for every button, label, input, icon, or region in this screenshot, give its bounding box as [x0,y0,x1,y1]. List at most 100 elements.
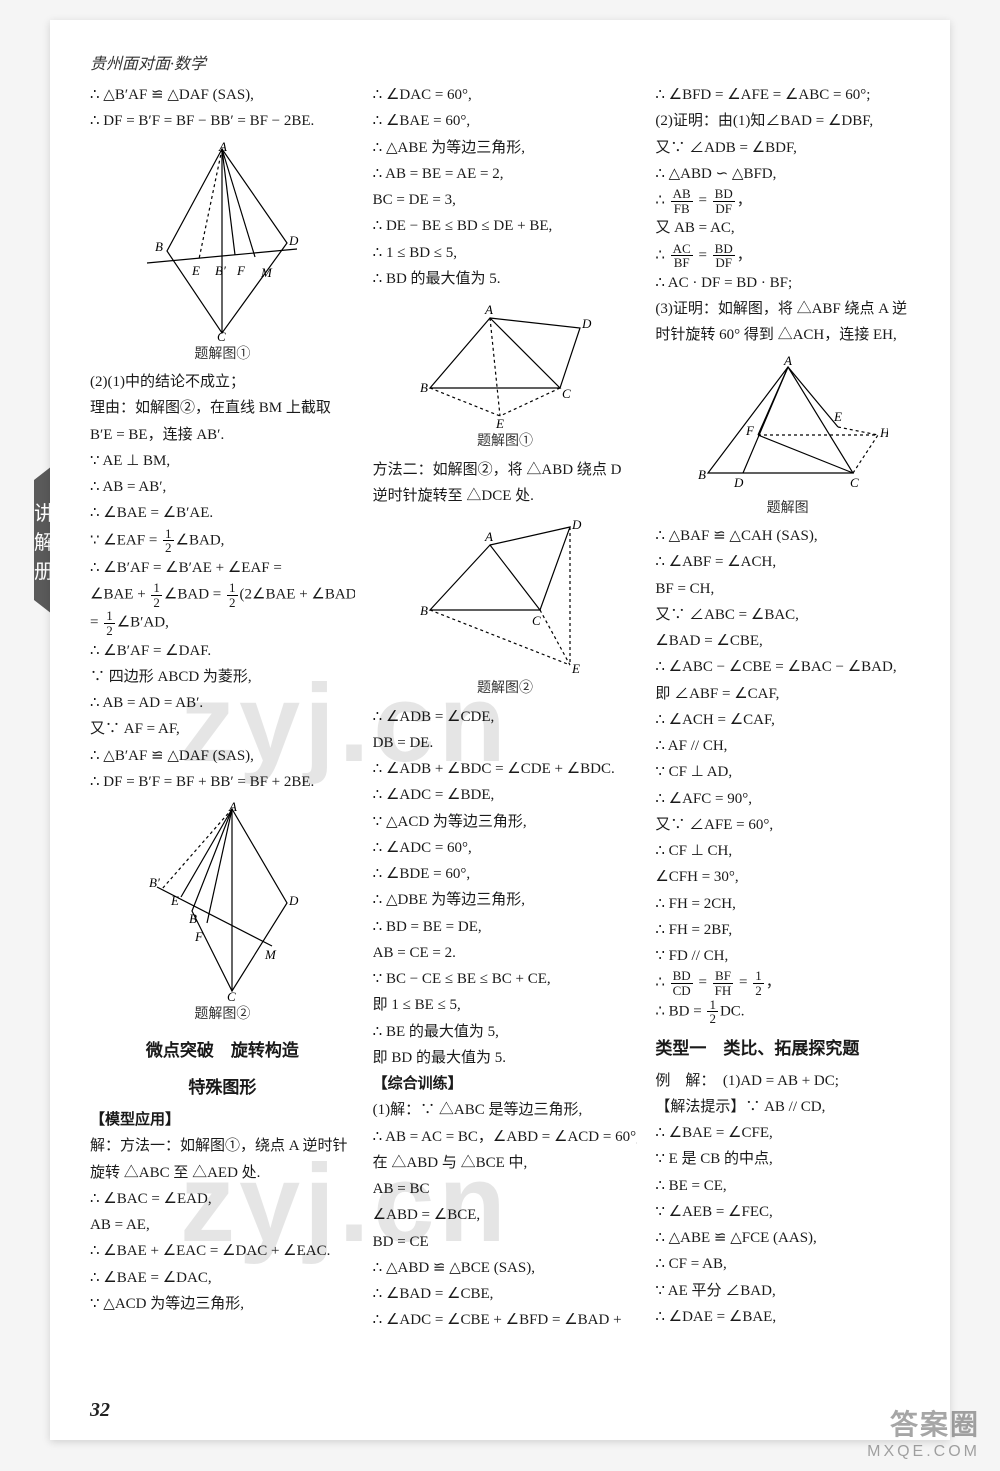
c3-l17: ∴ ∠ACH = ∠CAF, [655,707,920,733]
svg-text:B: B [420,380,428,395]
c1-l15: 又∵ AF = AF, [90,716,355,742]
c1-l19: ∴ ∠BAC = ∠EAD, [90,1186,355,1212]
footer-brand-1: 答案圈 [867,1403,980,1443]
c1-l08: ∵ ∠EAF = 12∠BAD, [90,527,355,555]
c3-l03: 又∵ ∠ADB = ∠BDF, [655,135,920,161]
c1-l21: ∴ ∠BAE + ∠EAC = ∠DAC + ∠EAC. [90,1238,355,1264]
c3-l16: 即 ∠ABF = ∠CAF, [655,681,920,707]
c2-l15: ∴ ∠ADC = 60°, [373,835,638,861]
c1-l07: ∴ ∠BAE = ∠B′AE. [90,500,355,526]
c3-l08: ∴ AC · DF = BD · BF; [655,270,920,296]
c3-l18: ∴ AF // CH, [655,733,920,759]
page: 贵州面对面·数学 ∴ △B′AF ≌ △DAF (SAS), ∴ DF = B′… [50,20,950,1440]
c1-l06: ∴ AB = AB′, [90,474,355,500]
svg-text:B: B [698,467,706,482]
c2-l08: ∴ BD 的最大值为 5. [373,266,638,292]
svg-text:A: A [783,355,792,368]
svg-text:B: B [420,603,428,618]
c2-l21: 即 1 ≤ BE ≤ 5, [373,992,638,1018]
c2-l29: BD = CE [373,1229,638,1255]
c3-l23: ∠CFH = 30°, [655,864,920,890]
svg-text:E: E [191,263,200,278]
c1-l16: ∴ △B′AF ≌ △DAF (SAS), [90,743,355,769]
c3-l31: ∴ BE = CE, [655,1173,920,1199]
c3-l33: ∴ △ABE ≌ △FCE (AAS), [655,1225,920,1251]
c2-l20: ∵ BC − CE ≤ BE ≤ BC + CE, [373,966,638,992]
c3-hint: 【解法提示】∵ AB // CD, [655,1094,920,1120]
svg-text:A: A [228,801,237,814]
c3-l27: ∴ BDCD = BFFH = 12， [655,969,920,997]
svg-text:M: M [264,947,277,962]
c2-l14: ∵ △ACD 为等边三角形, [373,809,638,835]
c3-l36: ∴ ∠DAE = ∠BAE, [655,1304,920,1330]
c1-l12: ∴ ∠B′AF = ∠DAF. [90,638,355,664]
svg-text:F: F [236,263,246,278]
c2-comp: 【综合训练】 [373,1071,638,1097]
c3-l11: ∴ ∠ABF = ∠ACH, [655,549,920,575]
c2-l19: AB = CE = 2. [373,940,638,966]
c3-l19: ∵ CF ⊥ AD, [655,759,920,785]
figure-2: A B′ E B D F M C 题解图② [90,801,355,1028]
c2-l13: ∴ ∠ADC = ∠BDE, [373,782,638,808]
figure-4-caption: 题解图② [477,677,533,702]
page-number: 32 [90,1399,110,1422]
c1-l20: AB = AE, [90,1212,355,1238]
c3-l35: ∵ AE 平分 ∠BAD, [655,1278,920,1304]
section-title-2: 特殊图形 [90,1073,355,1103]
c3-l25: ∴ FH = 2BF, [655,917,920,943]
c3-l21: 又∵ ∠AFE = 60°, [655,812,920,838]
c2-l07: ∴ 1 ≤ BD ≤ 5, [373,240,638,266]
figure-1-caption: 题解图① [194,343,250,368]
c1-l09: ∴ ∠B′AF = ∠B′AE + ∠EAF = [90,555,355,581]
figure-5: A B D C F E H 题解图 [655,355,920,522]
c2-l04: ∴ AB = BE = AE = 2, [373,161,638,187]
svg-text:D: D [581,316,592,331]
figure-5-caption: 题解图 [767,497,809,522]
svg-text:A: A [218,141,227,154]
c2-l09: 方法二：如解图②，将 △ABD 绕点 D 逆时针旋转至 △DCE 处. [373,457,638,510]
c3-l34: ∴ CF = AB, [655,1251,920,1277]
c1-l10: ∠BAE + 12∠BAD = 12(2∠BAE + ∠BAD) [90,581,355,609]
figure-3: A B C D E 题解图① [373,298,638,455]
c2-l31: ∴ ∠BAD = ∠CBE, [373,1281,638,1307]
c1-l22: ∴ ∠BAE = ∠DAC, [90,1265,355,1291]
c2-l11: DB = DE. [373,730,638,756]
svg-text:C: C [562,386,571,401]
svg-text:D: D [288,233,299,248]
c3-l24: ∴ FH = 2CH, [655,891,920,917]
c2-l16: ∴ ∠BDE = 60°, [373,861,638,887]
col-1: ∴ △B′AF ≌ △DAF (SAS), ∴ DF = B′F = BF − … [90,82,355,1392]
c3-l22: ∴ CF ⊥ CH, [655,838,920,864]
c3-l05: ∴ ABFB = BDDF， [655,187,920,215]
columns: ∴ △B′AF ≌ △DAF (SAS), ∴ DF = B′F = BF − … [90,82,920,1392]
col-3: ∴ ∠BFD = ∠AFE = ∠ABC = 60°; (2)证明：由(1)知∠… [655,82,920,1392]
c3-ex: 例 解： (1)AD = AB + DC; [655,1068,920,1094]
svg-text:E: E [495,416,504,428]
svg-text:C: C [227,989,236,1001]
figure-4: A B C D E 题解图② [373,515,638,702]
svg-text:E: E [833,409,842,424]
svg-text:C: C [217,329,226,341]
svg-text:B: B [189,911,197,926]
c2-l18: ∴ BD = BE = DE, [373,914,638,940]
c2-l25: ∴ AB = AC = BC，∠ABD = ∠ACD = 60°, [373,1124,638,1150]
running-head: 贵州面对面·数学 [90,50,920,74]
svg-text:C: C [532,613,541,628]
c2-l17: ∴ △DBE 为等边三角形, [373,887,638,913]
c2-l02: ∴ ∠BAE = 60°, [373,108,638,134]
c2-l28: ∠ABD = ∠BCE, [373,1202,638,1228]
c1-l11: = 12∠B′AD, [90,609,355,637]
svg-text:C: C [850,475,859,490]
svg-text:F: F [745,423,755,438]
svg-text:B′: B′ [149,875,160,890]
c2-l24: (1)解：∵ △ABC 是等边三角形, [373,1097,638,1123]
c3-l20: ∴ ∠AFC = 90°, [655,786,920,812]
svg-text:E: E [170,893,179,908]
c3-l01: ∴ ∠BFD = ∠AFE = ∠ABC = 60°; [655,82,920,108]
figure-3-caption: 题解图① [477,430,533,455]
svg-text:D: D [733,475,744,490]
c2-l03: ∴ △ABE 为等边三角形, [373,135,638,161]
c3-l12: BF = CH, [655,576,920,602]
c1-l02: ∴ DF = B′F = BF − BB′ = BF − 2BE. [90,108,355,134]
c1-l18: 解：方法一：如解图①，绕点 A 逆时针旋转 △ABC 至 △AED 处. [90,1133,355,1186]
